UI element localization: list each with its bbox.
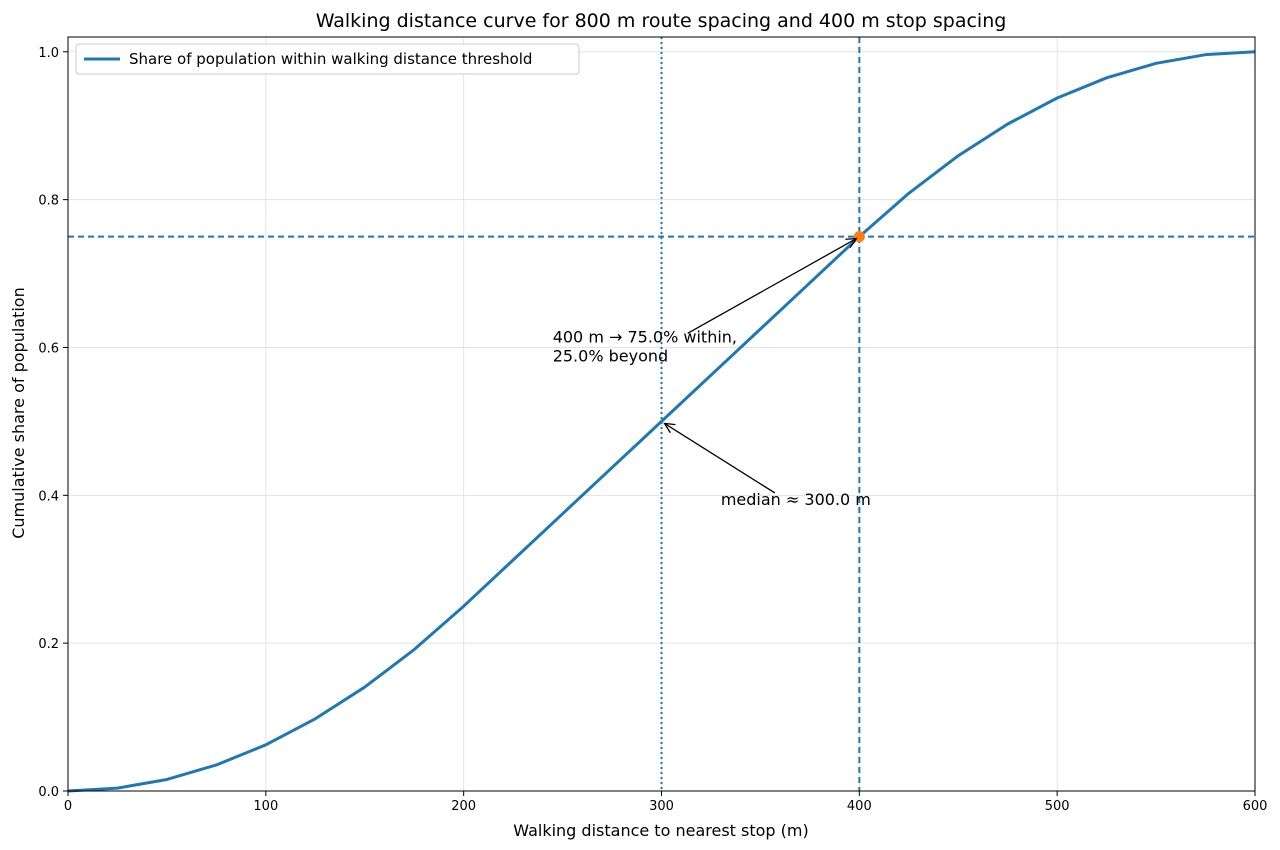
annotation-text: 400 m → 75.0% within,	[553, 327, 737, 346]
reference-lines	[68, 37, 1255, 791]
x-tick-label: 200	[451, 799, 476, 814]
y-tick-label: 0.0	[38, 785, 59, 800]
x-tick-label: 500	[1045, 799, 1070, 814]
annotation-arrow-line	[664, 422, 776, 494]
y-tick-label: 0.6	[38, 341, 59, 356]
annotation-arrow-head	[845, 237, 858, 248]
x-axis-label: Walking distance to nearest stop (m)	[513, 821, 808, 840]
y-tick-label: 0.8	[38, 194, 59, 209]
series-line	[67, 50, 1256, 793]
annotation-text: median ≈ 300.0 m	[721, 490, 871, 509]
chart-title: Walking distance curve for 800 m route s…	[316, 10, 1007, 32]
legend-box	[75, 43, 580, 75]
y-tick-label: 0.2	[38, 637, 59, 652]
legend-entry: Share of population within walking dista…	[129, 50, 532, 68]
axis-ticks: 0 100 200 300 400 500 600 0.0 0.2 0.4 0.6 0.8 1.0	[38, 46, 1267, 814]
annotations: 400 m → 75.0% within,25.0% beyond median …	[553, 237, 871, 509]
y-tick-label: 0.4	[38, 489, 59, 504]
y-tick-label: 1.0	[38, 46, 59, 61]
x-tick-label: 100	[253, 799, 278, 814]
annotation-arrow-head	[663, 422, 676, 434]
x-tick-label: 400	[847, 799, 872, 814]
x-tick-label: 300	[649, 799, 674, 814]
x-tick-label: 600	[1243, 799, 1268, 814]
x-tick-label: 0	[64, 799, 72, 814]
annotation-text: 25.0% beyond	[553, 346, 668, 365]
y-axis-label: Cumulative share of population	[9, 287, 28, 539]
legend: Share of population within walking dista…	[75, 43, 580, 75]
annotation-arrow-line	[687, 238, 857, 334]
